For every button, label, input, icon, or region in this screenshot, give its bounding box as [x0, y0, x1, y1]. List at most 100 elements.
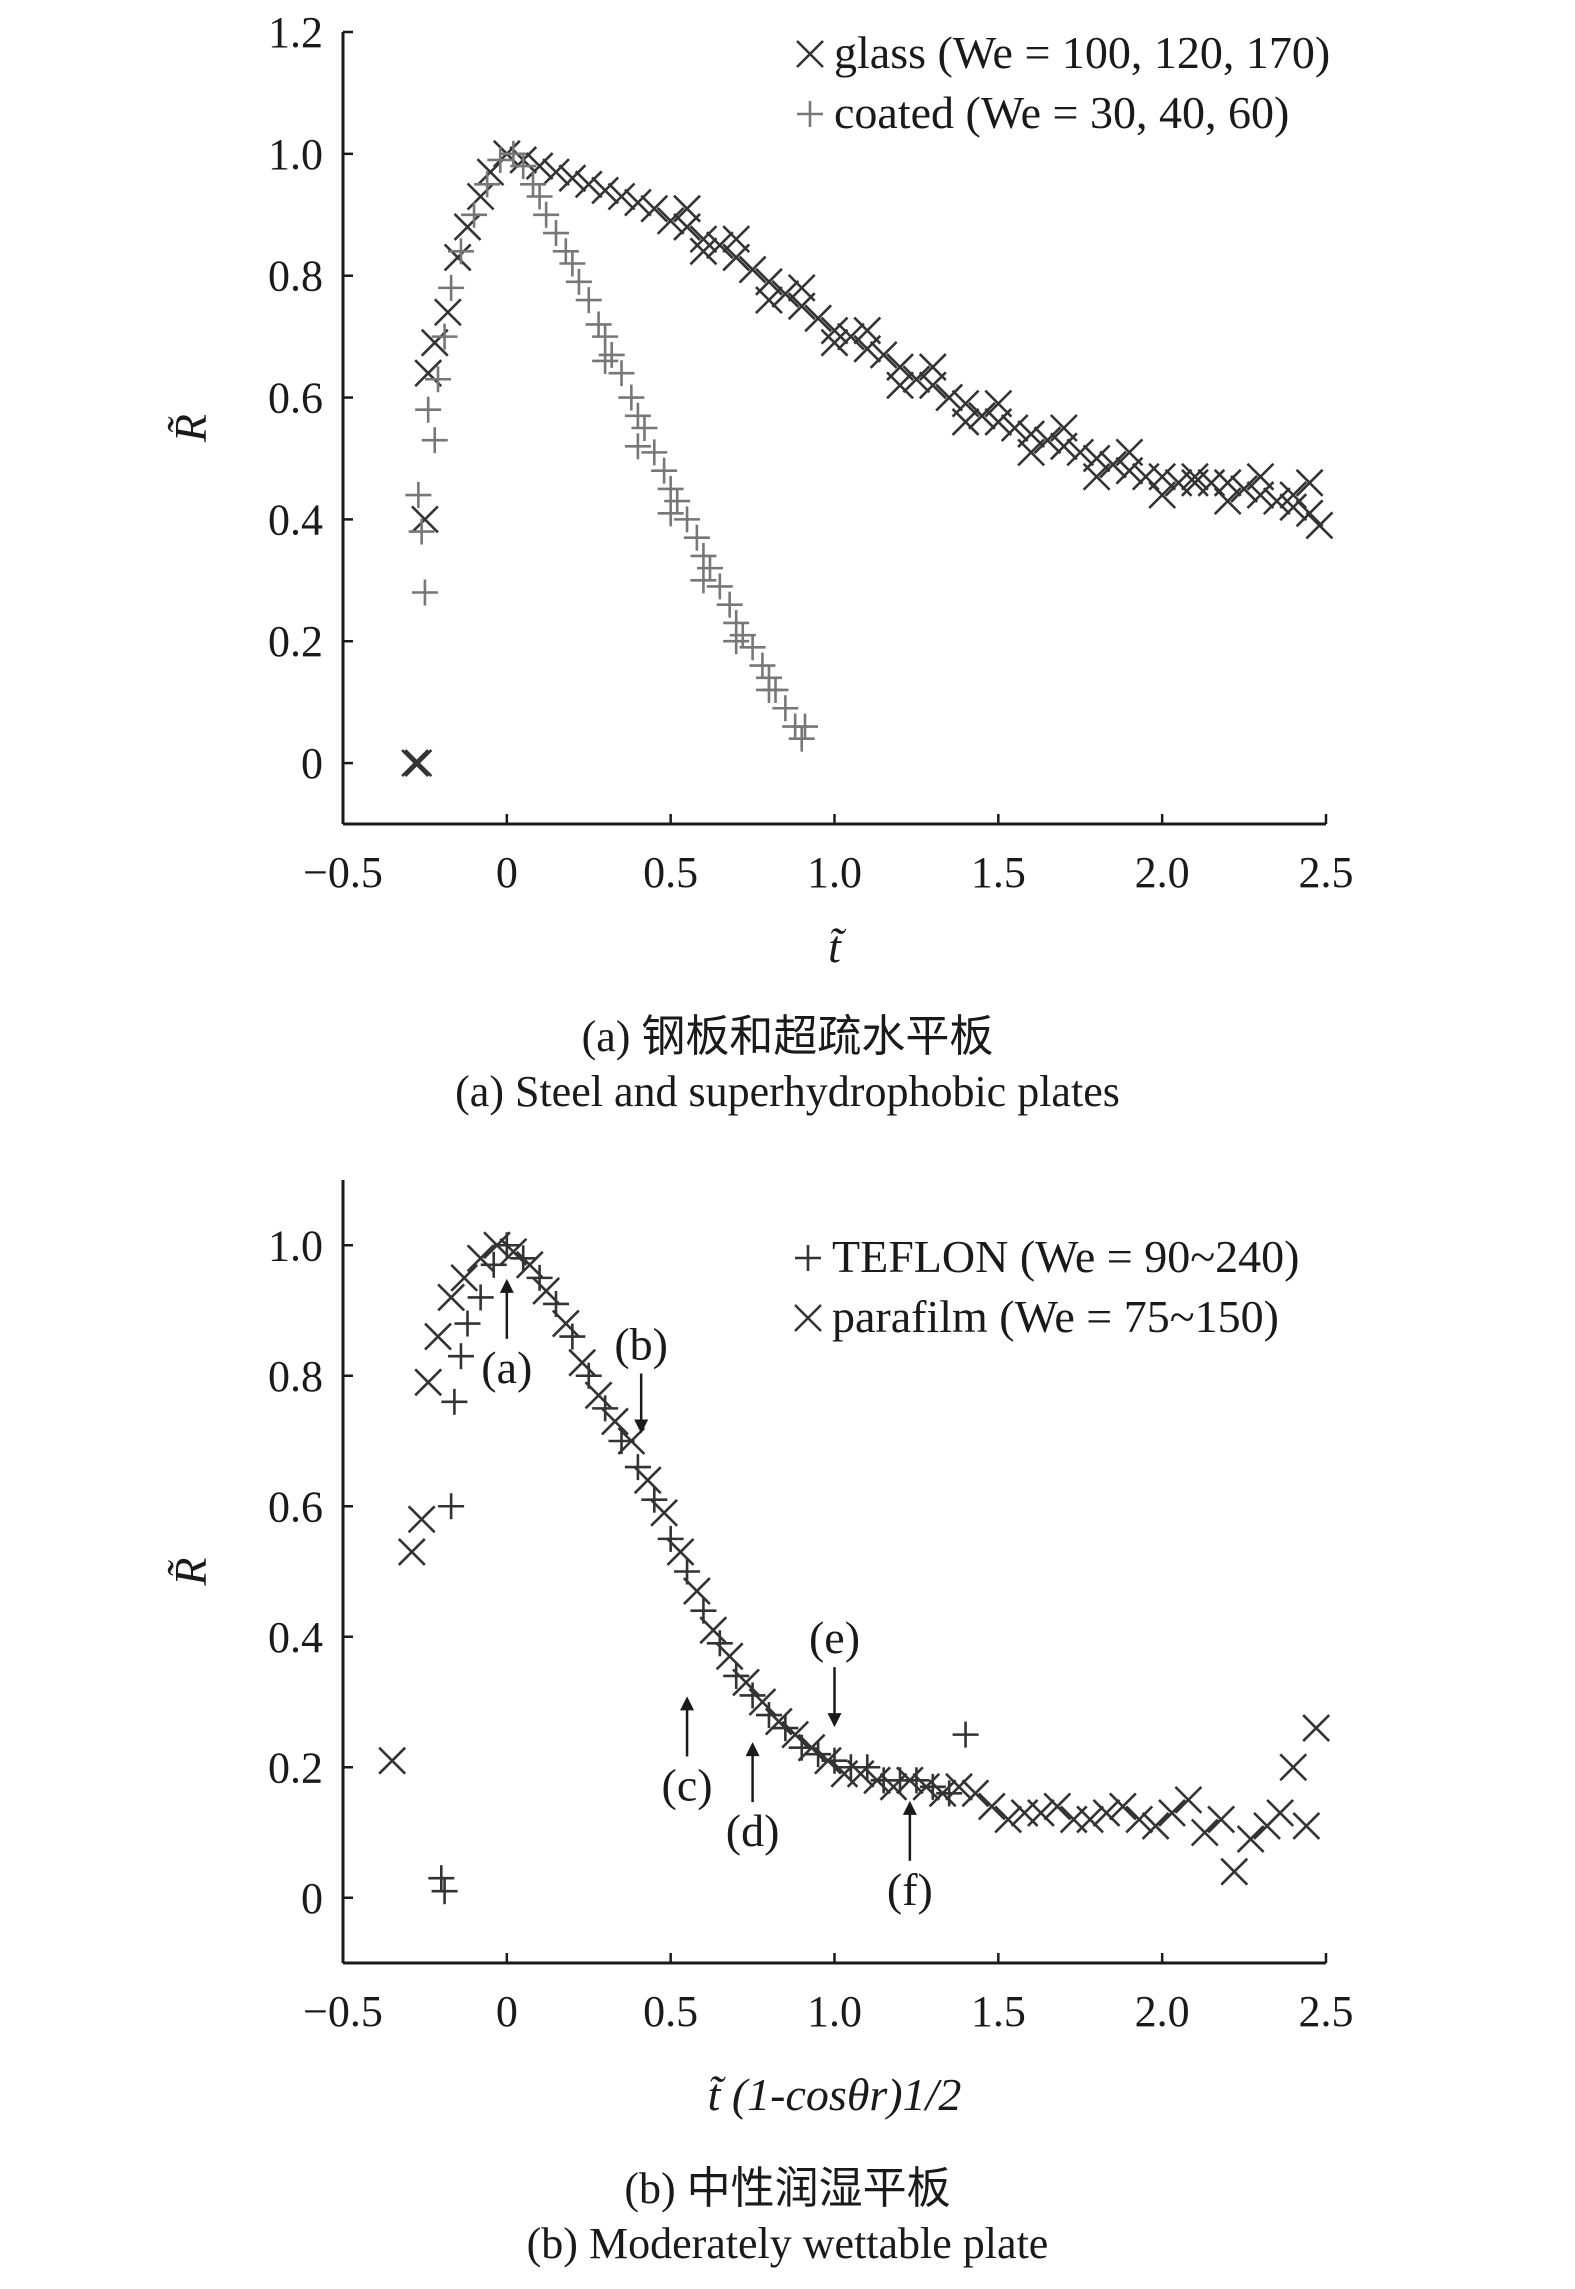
data-point	[1181, 462, 1209, 491]
y-tick-label: 0.4	[268, 1613, 323, 1662]
x-tick-label: −0.5	[303, 1987, 383, 2036]
x-axis-label: t̃ (1-cosθr)1/2	[708, 2069, 962, 2120]
data-point	[441, 1388, 468, 1415]
data-point	[1266, 1799, 1295, 1827]
data-point	[397, 1538, 426, 1566]
data-point	[631, 415, 658, 441]
annotation: (f)	[887, 1800, 933, 1915]
x-tick-label: 1.0	[807, 1987, 862, 2036]
caption-a-english: (a) Steel and superhydrophobic plates	[455, 1067, 1120, 1116]
data-point	[623, 188, 652, 217]
data-point	[895, 1766, 924, 1795]
data-point	[499, 1237, 528, 1266]
y-tick-label: 0.8	[268, 252, 323, 301]
data-point	[1213, 487, 1242, 516]
x-tick-label: 2.0	[1135, 848, 1190, 897]
y-tick-label: 0.6	[268, 1482, 323, 1531]
annotation: (d)	[726, 1742, 779, 1856]
data-point	[1279, 481, 1308, 509]
data-point	[483, 1231, 511, 1260]
data-point	[592, 1395, 619, 1422]
data-point	[836, 322, 865, 351]
data-point	[792, 713, 819, 740]
data-point	[764, 1707, 793, 1736]
data-point	[1108, 1792, 1137, 1821]
annotation-arrowhead	[499, 1278, 514, 1293]
data-point	[918, 353, 947, 381]
data-point	[961, 1779, 990, 1808]
data-point	[1236, 1825, 1265, 1853]
data-point	[598, 341, 625, 368]
data-point	[1190, 1818, 1219, 1847]
data-point	[1220, 1857, 1249, 1886]
data-point	[706, 573, 733, 600]
data-point	[699, 1616, 728, 1645]
data-point	[447, 238, 474, 265]
legend-entry: glass (We = 100, 120, 170)	[834, 27, 1330, 78]
legend-entry: coated (We = 30, 40, 60)	[834, 87, 1289, 138]
annotation-label: (b)	[614, 1319, 668, 1370]
data-point	[1262, 487, 1291, 516]
data-point	[575, 287, 602, 314]
data-point	[592, 347, 619, 374]
series-+	[405, 140, 819, 752]
data-point	[739, 634, 766, 661]
data-point	[410, 505, 439, 534]
data-point	[1066, 438, 1095, 467]
data-point	[404, 749, 433, 777]
data-point	[640, 194, 669, 223]
data-point	[408, 518, 435, 545]
data-point	[454, 1310, 481, 1337]
y-tick-label: 1.0	[268, 1221, 323, 1270]
data-point	[984, 389, 1013, 418]
data-point	[1115, 438, 1144, 467]
data-point	[466, 1244, 495, 1273]
data-point	[723, 1662, 750, 1689]
annotation: (c)	[662, 1696, 713, 1810]
data-point	[722, 225, 751, 254]
data-point	[1076, 1805, 1104, 1834]
x-tick-label: 0.5	[643, 848, 698, 897]
caption-b-chinese: (b) 中性润湿平板	[624, 2164, 951, 2213]
data-point	[565, 268, 592, 295]
data-point	[690, 567, 717, 594]
data-point	[447, 1343, 474, 1370]
data-point	[526, 1264, 553, 1291]
data-point	[863, 1766, 892, 1795]
y-tick-label: 0	[301, 1874, 323, 1923]
data-point	[853, 316, 882, 345]
data-point	[821, 1747, 848, 1774]
annotation-arrowhead	[745, 1742, 760, 1757]
data-point	[421, 427, 448, 454]
annotation-arrowhead	[827, 1713, 842, 1728]
data-point	[480, 1251, 507, 1278]
data-point	[1292, 1812, 1321, 1840]
data-point	[1092, 1799, 1121, 1827]
data-point	[411, 579, 438, 606]
data-point	[723, 628, 750, 655]
legend-marker	[795, 1245, 821, 1271]
data-point	[739, 1682, 766, 1709]
data-point	[919, 1773, 946, 1800]
data-point	[1049, 414, 1078, 442]
data-point	[673, 194, 701, 223]
panel-b: −0.5 0 0.5 1.0 1.5 2.0 2.5 0 0.2 0.4 0.6 0.8 1.0 t̃ (…	[165, 1180, 1354, 2120]
series-x	[378, 1231, 1331, 1886]
y-tick-label: 0.4	[268, 495, 323, 544]
y-axis-label: R̃	[165, 414, 216, 443]
data-point	[716, 591, 743, 618]
data-point	[846, 1759, 875, 1788]
data-point	[689, 237, 718, 266]
data-point	[591, 176, 620, 205]
annotation: (b)	[614, 1319, 668, 1434]
data-point	[1148, 481, 1177, 509]
data-point	[689, 225, 718, 254]
data-point	[601, 1407, 629, 1436]
data-point	[696, 555, 723, 582]
data-point	[533, 201, 560, 228]
data-point	[664, 488, 691, 515]
annotation: (e)	[809, 1612, 860, 1728]
data-point	[1158, 1799, 1186, 1827]
data-point	[474, 171, 501, 198]
